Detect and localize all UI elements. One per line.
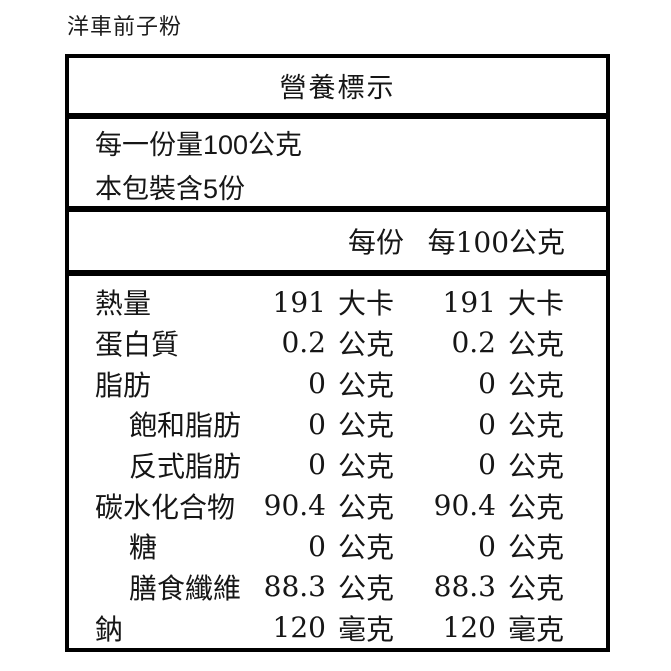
nutrient-name: 鈉 <box>95 612 124 646</box>
value-per-100g: 191 <box>442 285 496 319</box>
nutrient-row: 反式脂肪 0 公克 0 公克 <box>69 445 606 486</box>
serving-info-section: 每一份量100公克 本包裝含5份 <box>69 119 606 206</box>
unit-per-serving: 公克 <box>338 368 395 402</box>
unit-per-100g: 大卡 <box>508 287 565 321</box>
nutrient-row: 糖 0 公克 0 公克 <box>69 526 606 567</box>
value-per-100g: 88.3 <box>433 570 496 604</box>
value-per-serving: 90.4 <box>263 489 326 523</box>
column-header-per-serving: 每份 <box>348 226 405 259</box>
nutrient-name: 熱量 <box>95 287 152 321</box>
nutrient-row: 膳食纖維 88.3 公克 88.3 公克 <box>69 567 606 608</box>
unit-per-serving: 公克 <box>338 531 395 565</box>
unit-per-100g: 公克 <box>508 449 565 483</box>
unit-per-serving: 公克 <box>338 449 395 483</box>
column-headers-section: 每份 每100公克 <box>69 212 606 270</box>
value-per-100g: 0 <box>478 367 496 401</box>
value-per-100g: 0.2 <box>451 326 496 360</box>
section-divider <box>69 270 606 276</box>
nutrient-data-section: 熱量 191 大卡 191 大卡 蛋白質 0.2 公克 0.2 公克 <box>69 276 606 648</box>
value-per-serving: 0 <box>308 448 326 482</box>
value-per-serving: 191 <box>272 285 326 319</box>
column-header-per-100g: 每100公克 <box>427 226 566 259</box>
unit-per-100g: 公克 <box>508 490 565 524</box>
value-per-100g: 0 <box>478 529 496 563</box>
unit-per-serving: 公克 <box>338 327 395 361</box>
nutrient-row: 蛋白質 0.2 公克 0.2 公克 <box>69 323 606 364</box>
value-per-serving: 0 <box>308 407 326 441</box>
unit-per-serving: 公克 <box>338 409 395 443</box>
unit-per-100g: 公克 <box>508 531 565 565</box>
value-per-100g: 0 <box>478 407 496 441</box>
nutrient-row: 脂肪 0 公克 0 公克 <box>69 363 606 404</box>
nutrient-name: 飽和脂肪 <box>129 409 242 443</box>
value-per-serving: 120 <box>272 611 326 645</box>
product-title: 洋車前子粉 <box>67 14 183 39</box>
value-per-100g: 90.4 <box>433 489 496 523</box>
nutrient-name: 蛋白質 <box>95 327 180 361</box>
serving-size-line: 每一份量100公克 <box>95 130 303 160</box>
nutrient-name: 反式脂肪 <box>129 449 242 483</box>
value-per-serving: 88.3 <box>263 570 326 604</box>
nutrition-facts-title: 營養標示 <box>279 73 396 103</box>
nutrient-name: 膳食纖維 <box>129 571 242 605</box>
nutrient-name: 脂肪 <box>95 368 152 402</box>
unit-per-100g: 公克 <box>508 327 565 361</box>
value-per-100g: 120 <box>442 611 496 645</box>
unit-per-serving: 公克 <box>338 490 395 524</box>
nutrient-name: 碳水化合物 <box>95 490 236 524</box>
value-per-serving: 0 <box>308 367 326 401</box>
value-per-100g: 0 <box>478 448 496 482</box>
section-divider <box>69 206 606 212</box>
nutrient-row: 熱量 191 大卡 191 大卡 <box>69 282 606 323</box>
unit-per-100g: 公克 <box>508 409 565 443</box>
nutrition-facts-table: 營養標示 每一份量100公克 本包裝含5份 每份 每100公克 <box>65 54 610 652</box>
section-divider <box>69 113 606 119</box>
table-header-section: 營養標示 <box>69 58 606 113</box>
nutrient-row: 碳水化合物 90.4 公克 90.4 公克 <box>69 485 606 526</box>
unit-per-100g: 公克 <box>508 368 565 402</box>
unit-per-serving: 毫克 <box>338 612 395 646</box>
unit-per-100g: 公克 <box>508 571 565 605</box>
nutrient-row: 鈉 120 毫克 120 毫克 <box>69 607 606 648</box>
column-header-row: 每份 每100公克 <box>69 212 606 270</box>
value-per-serving: 0 <box>308 529 326 563</box>
unit-per-serving: 公克 <box>338 571 395 605</box>
unit-per-100g: 毫克 <box>508 612 565 646</box>
nutrient-row: 飽和脂肪 0 公克 0 公克 <box>69 404 606 445</box>
servings-per-package-line: 本包裝含5份 <box>95 174 246 204</box>
value-per-serving: 0.2 <box>281 326 326 360</box>
nutrient-name: 糖 <box>129 531 158 565</box>
unit-per-serving: 大卡 <box>338 287 395 321</box>
